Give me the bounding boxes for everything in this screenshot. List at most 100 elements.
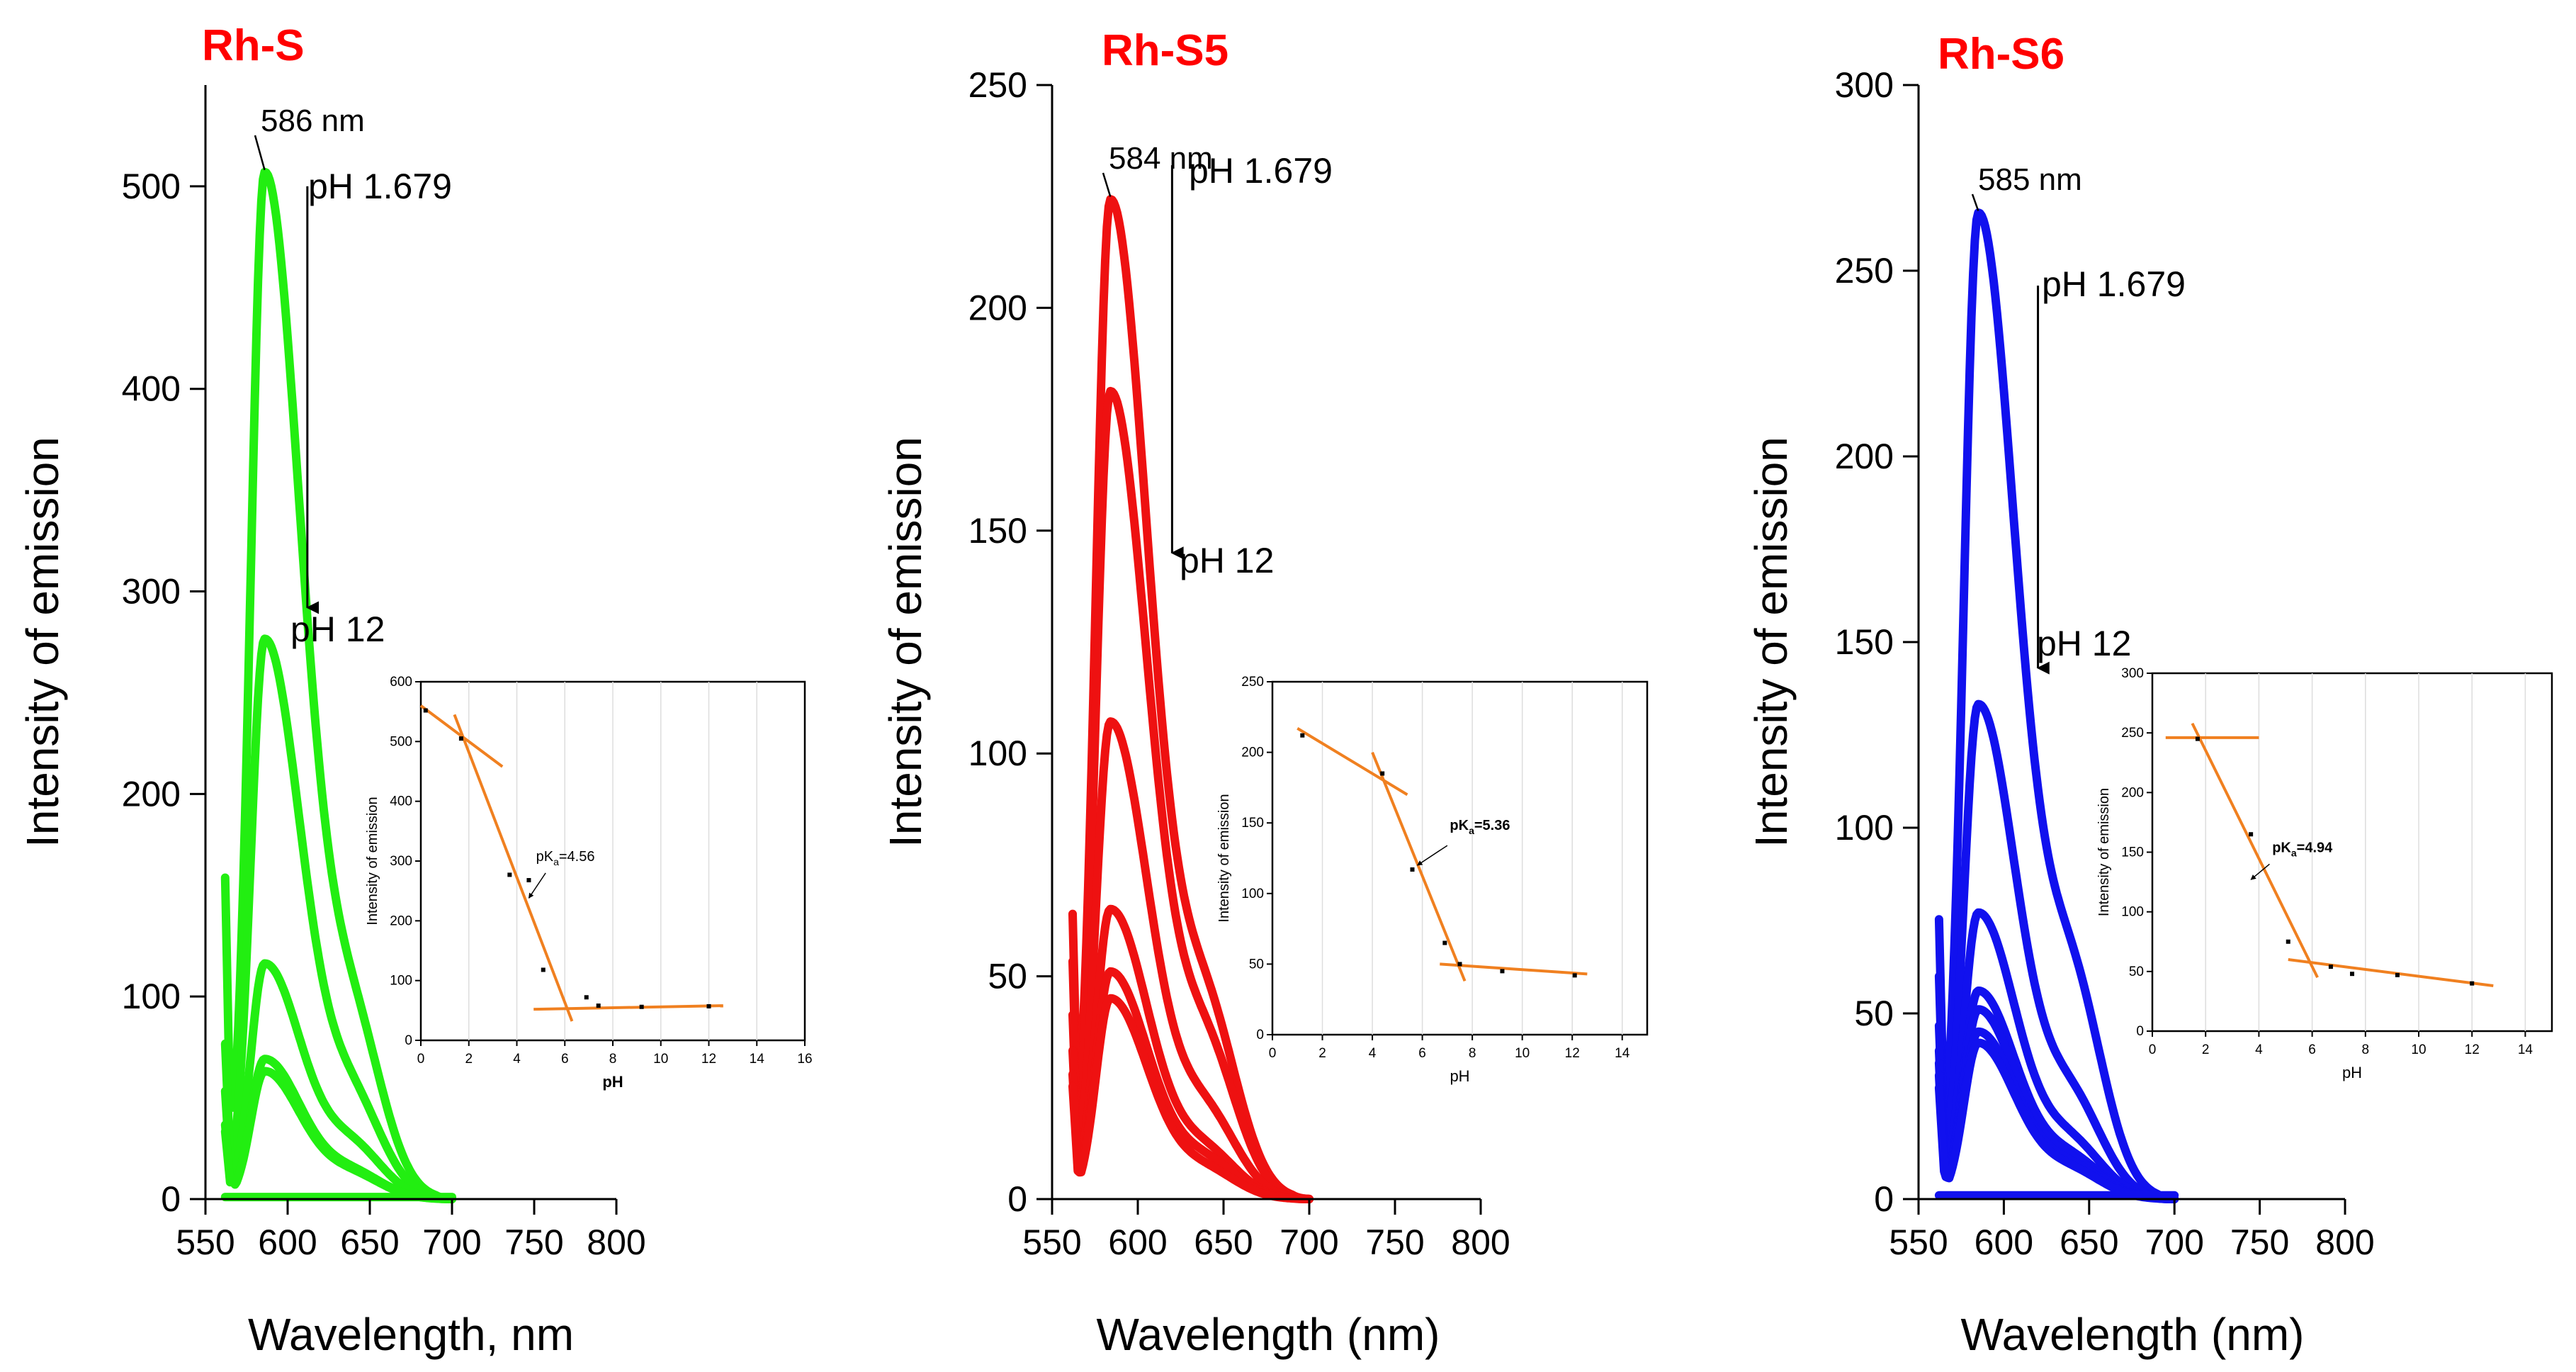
inset-data-point xyxy=(1410,867,1415,872)
pka-label: pKa=5.36 xyxy=(1450,818,1510,836)
x-tick-label: 650 xyxy=(1194,1222,1253,1262)
chart-title: Rh-S5 xyxy=(1102,26,1228,75)
inset-y-tick-label: 100 xyxy=(2121,905,2144,920)
peak-label: 584 nm xyxy=(1109,141,1213,176)
inset-data-point xyxy=(2286,939,2290,944)
inset-x-tick-label: 8 xyxy=(2362,1042,2370,1057)
y-ticks: 0 50 100 150 200 250 xyxy=(968,65,1052,1219)
inset-data-point xyxy=(2328,965,2333,969)
inset-fit-line xyxy=(2288,958,2494,988)
spectrum-line xyxy=(1068,386,1314,1203)
inset-chart: 0 2 4 6 8 10 12 14 0 50 100 150 200 250 pH Intensity of… xyxy=(1216,675,1649,1085)
peak-label: 585 nm xyxy=(1978,162,2082,197)
plot-series xyxy=(1934,208,2179,1203)
inset-x-tick-label: 0 xyxy=(1269,1046,1277,1061)
inset-data-point xyxy=(2395,972,2400,977)
inset-y-tick-label: 0 xyxy=(2136,1024,2144,1039)
pka-label: pKa=4.56 xyxy=(536,849,595,867)
inset-y-axis-label: Intensity of emission xyxy=(1216,794,1232,922)
inset-y-tick-label: 400 xyxy=(390,794,412,809)
inset-fit-line xyxy=(1371,751,1467,982)
inset-fit-line xyxy=(2191,722,2319,979)
inset-x-tick-label: 4 xyxy=(513,1052,521,1067)
inset-x-tick-label: 0 xyxy=(417,1052,425,1067)
y-tick-label: 50 xyxy=(988,957,1027,996)
inset-fit-line xyxy=(533,1004,723,1011)
inset-data-point xyxy=(2470,981,2475,986)
y-tick-label: 150 xyxy=(968,511,1027,551)
inset-x-tick-label: 12 xyxy=(701,1052,716,1067)
inset-data-point xyxy=(1572,973,1577,978)
inset-chart: 0 2 4 6 8 10 12 14 0 50 100 150 200 250 300 pH Intensity… xyxy=(2096,666,2553,1081)
inset-x-axis-label: pH xyxy=(602,1073,623,1091)
x-tick-label: 700 xyxy=(1279,1222,1338,1262)
inset-frame xyxy=(2151,672,2553,1033)
x-tick-label: 700 xyxy=(422,1222,481,1262)
inset-data-point xyxy=(639,1004,644,1009)
inset-data-point xyxy=(706,1003,711,1008)
inset-x-tick-label: 14 xyxy=(1615,1046,1630,1061)
inset-y-tick-label: 600 xyxy=(390,675,412,690)
spectrum-line xyxy=(220,634,456,1203)
y-tick-label: 200 xyxy=(122,774,181,814)
x-ticks: 550 600 650 700 750 800 xyxy=(1889,1199,2375,1262)
inset-y-tick-label: 250 xyxy=(2121,726,2144,741)
y-ticks: 0 50 100 150 200 250 300 xyxy=(1835,65,1919,1219)
inset-data-point xyxy=(423,708,428,713)
x-ticks: 550 600 650 700 750 800 xyxy=(1022,1199,1510,1262)
peak-leader-line xyxy=(254,135,266,171)
inset-x-tick-label: 4 xyxy=(1369,1046,1377,1061)
inset-data-point xyxy=(596,1003,601,1008)
y-tick-label: 0 xyxy=(161,1179,181,1219)
inset-data-point xyxy=(541,967,546,972)
peak-leader-line xyxy=(1102,172,1112,197)
inset-x-axis-label: pH xyxy=(2342,1064,2362,1081)
inset-data-point xyxy=(1500,969,1505,974)
x-tick-label: 650 xyxy=(2060,1222,2118,1262)
inset-fit-line xyxy=(1440,962,1588,976)
inset-x-axis-label: pH xyxy=(1450,1067,1469,1085)
x-axis-label: Wavelength, nm xyxy=(248,1309,574,1360)
inset-x-tick-label: 6 xyxy=(2308,1042,2316,1057)
inset-x-tick-label: 14 xyxy=(2518,1042,2533,1057)
x-tick-label: 550 xyxy=(1889,1222,1948,1262)
ph-end-label: pH 12 xyxy=(2037,624,2131,663)
pka-arrow xyxy=(528,872,546,899)
x-tick-label: 700 xyxy=(2145,1222,2203,1262)
y-axis-label: Intensity of emission xyxy=(17,437,68,848)
inset-data-point xyxy=(2350,972,2354,977)
x-tick-label: 800 xyxy=(2315,1222,2374,1262)
inset-x-tick-label: 6 xyxy=(561,1052,569,1067)
spectrum-line xyxy=(1934,699,2179,1203)
inset-x-tick-label: 8 xyxy=(1469,1046,1476,1061)
x-tick-label: 750 xyxy=(504,1222,563,1262)
y-ticks: 0 100 200 300 400 500 xyxy=(122,167,205,1219)
inset-x-tick-label: 10 xyxy=(1515,1046,1530,1061)
inset-y-tick-label: 300 xyxy=(390,854,412,869)
ph-start-label: pH 1.679 xyxy=(308,167,452,206)
inset-data-point xyxy=(1380,771,1385,776)
y-tick-label: 250 xyxy=(968,65,1027,105)
inset-x-tick-label: 2 xyxy=(2202,1042,2210,1057)
x-tick-label: 550 xyxy=(176,1222,235,1262)
pka-label: pKa=4.94 xyxy=(2272,840,2333,859)
x-tick-label: 600 xyxy=(1108,1222,1167,1262)
inset-y-tick-label: 250 xyxy=(1241,675,1264,690)
inset-x-tick-label: 2 xyxy=(1318,1046,1326,1061)
inset-y-tick-label: 200 xyxy=(1241,746,1264,760)
inset-y-tick-label: 0 xyxy=(405,1033,412,1048)
y-axis-label: Intensity of emission xyxy=(880,437,931,848)
y-tick-label: 300 xyxy=(122,572,181,612)
inset-y-tick-label: 200 xyxy=(390,913,412,928)
inset-y-tick-label: 200 xyxy=(2121,785,2144,800)
y-tick-label: 400 xyxy=(122,369,181,409)
chart-title: Rh-S xyxy=(202,21,305,70)
plot-series xyxy=(1068,195,1314,1203)
peak-leader-line xyxy=(1971,193,1979,211)
inset-x-tick-label: 14 xyxy=(750,1052,765,1067)
x-axis-label: Wavelength (nm) xyxy=(1097,1309,1440,1360)
inset-x-tick-label: 12 xyxy=(2465,1042,2480,1057)
pka-arrow xyxy=(2250,863,2270,880)
